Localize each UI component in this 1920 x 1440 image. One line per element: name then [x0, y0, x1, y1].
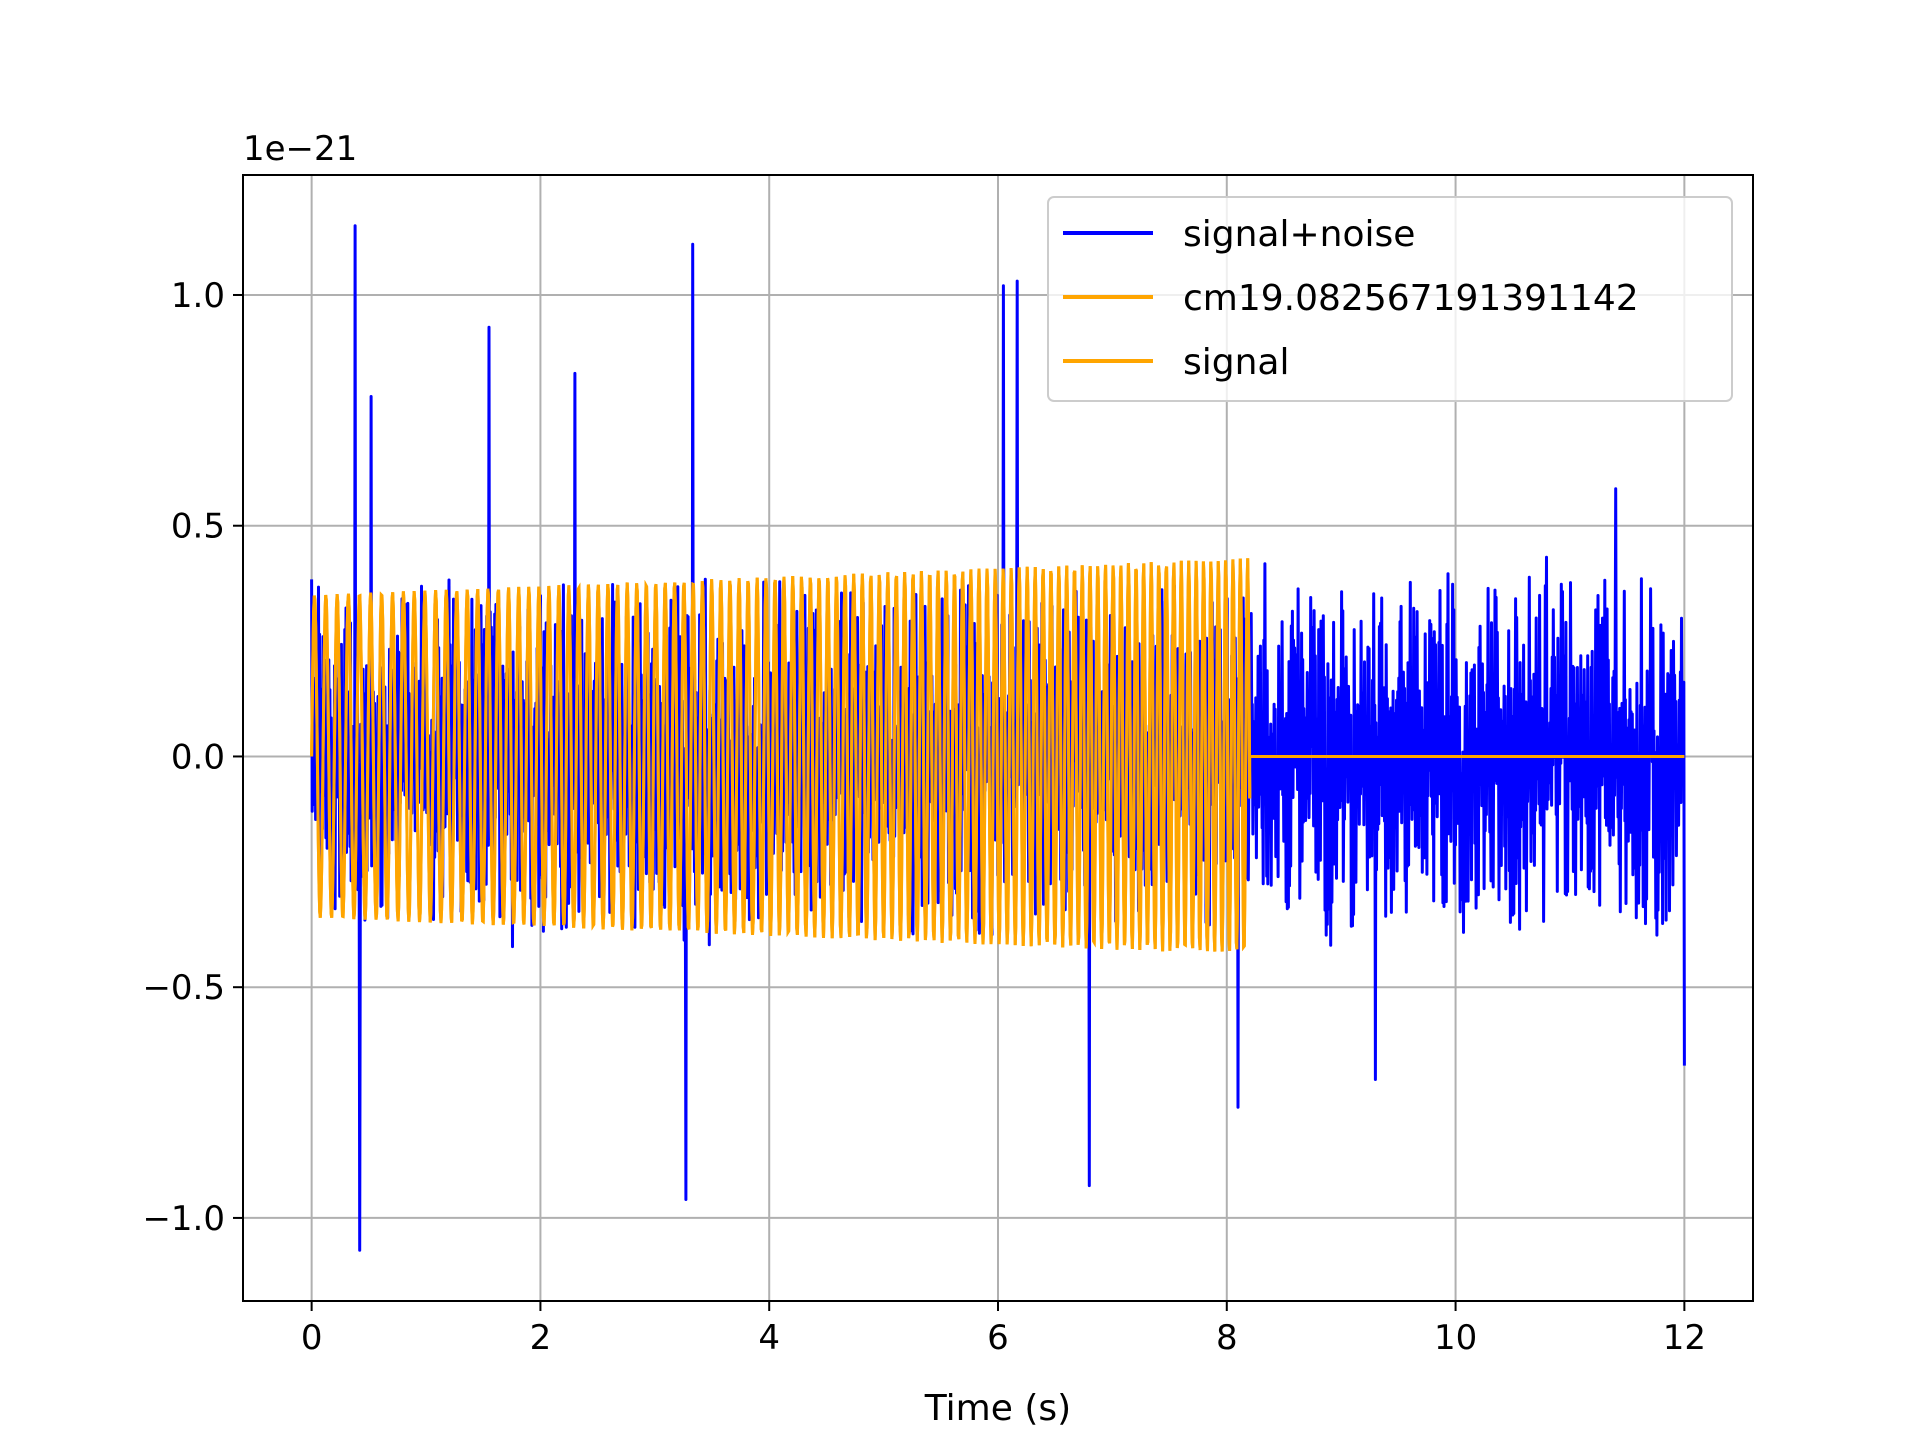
y-tick-label: 1.0	[171, 276, 225, 316]
y-offset-label: 1e−21	[243, 129, 357, 169]
y-tick-label: 0.5	[171, 507, 225, 547]
x-tick-label: 2	[530, 1318, 552, 1358]
legend-label-cm: cm19.082567191391142	[1183, 278, 1639, 319]
x-tick-label: 8	[1216, 1318, 1238, 1358]
legend-label-signal-noise: signal+noise	[1183, 214, 1415, 255]
series-line-signal	[310, 558, 1685, 952]
y-tick-label: 0.0	[171, 737, 225, 777]
x-tick-label: 4	[758, 1318, 780, 1358]
y-tick-label: −0.5	[142, 968, 225, 1008]
ticks: 0 2 4 6 8 10 12 −1.0 −0.5 0.0 0.5 1.0	[142, 276, 1706, 1358]
series-layer	[310, 224, 1686, 1252]
x-axis-label: Time (s)	[924, 1388, 1071, 1429]
x-tick-label: 0	[301, 1318, 323, 1358]
x-tick-label: 10	[1434, 1318, 1477, 1358]
x-tick-label: 12	[1663, 1318, 1706, 1358]
x-tick-label: 6	[987, 1318, 1009, 1358]
y-tick-label: −1.0	[142, 1199, 225, 1239]
legend-frame	[1047, 196, 1733, 402]
legend-label-signal: signal	[1183, 342, 1290, 383]
legend: signal+noise cm19.082567191391142 signal	[1047, 196, 1733, 402]
